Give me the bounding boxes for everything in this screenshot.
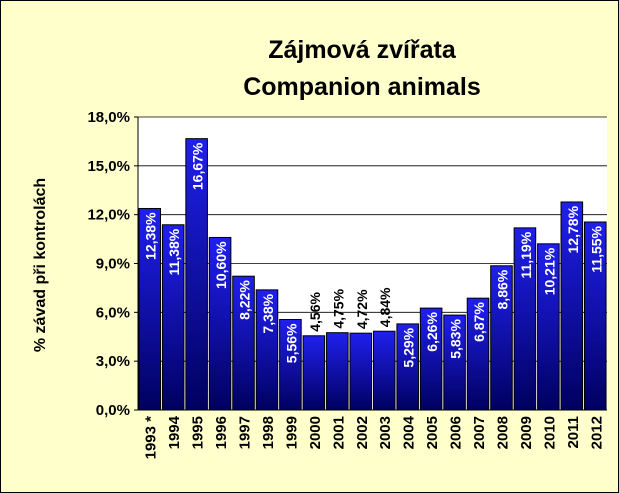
- x-tick-label: 1997: [237, 416, 254, 449]
- x-tick-label: 1995: [190, 416, 207, 449]
- x-tick-label: 2006: [448, 416, 465, 449]
- bar: [349, 332, 373, 411]
- data-label: 4,72%: [354, 289, 370, 329]
- y-tick-label: 12,0%: [87, 207, 130, 224]
- x-tick-label: 1996: [213, 416, 230, 449]
- data-label: 7,38%: [260, 293, 276, 333]
- bar: [326, 332, 349, 411]
- y-tick-label: 3,0%: [96, 353, 130, 370]
- x-tick-label: 2007: [471, 416, 488, 449]
- data-label: 12,78%: [565, 205, 581, 253]
- x-tick-label: 2012: [588, 416, 605, 449]
- data-label: 6,87%: [471, 302, 487, 342]
- data-label: 8,22%: [237, 280, 253, 320]
- data-label: 5,56%: [283, 323, 299, 363]
- bar: [372, 330, 396, 411]
- data-label: 4,84%: [377, 287, 393, 327]
- data-label: 16,67%: [190, 142, 206, 190]
- y-tick-label: 0,0%: [96, 402, 130, 419]
- x-tick-label: 2004: [401, 415, 418, 449]
- data-label: 5,83%: [448, 319, 464, 359]
- x-tick-label: 2003: [377, 416, 394, 449]
- x-tick-label: 2005: [424, 416, 441, 449]
- bar: [302, 335, 326, 411]
- x-tick-label: 1999: [283, 416, 300, 449]
- data-label: 6,26%: [424, 312, 440, 352]
- x-tick-label: 2000: [307, 416, 324, 449]
- y-tick-label: 9,0%: [96, 256, 130, 273]
- x-tick-label: 2010: [541, 416, 558, 449]
- data-label: 8,86%: [494, 269, 510, 309]
- y-tick-label: 18,0%: [87, 109, 130, 126]
- x-tick-label: 2009: [518, 416, 535, 449]
- data-label: 5,29%: [401, 327, 417, 367]
- chart-title: Zájmová zvířata: [268, 36, 457, 64]
- x-tick-label: 2002: [354, 416, 371, 449]
- y-tick-label: 15,0%: [87, 158, 130, 175]
- x-tick-label: 1998: [260, 416, 277, 449]
- y-axis-label: % závad při kontrolách: [32, 178, 49, 352]
- data-label: 4,75%: [330, 288, 346, 328]
- data-label: 12,38%: [143, 212, 159, 260]
- x-tick-label: 1994: [166, 415, 183, 449]
- data-label: 10,21%: [541, 247, 557, 295]
- data-label: 4,56%: [307, 292, 323, 332]
- x-tick-label: 1993 *: [143, 416, 160, 460]
- y-tick-label: 6,0%: [96, 304, 130, 321]
- data-label: 10,60%: [213, 241, 229, 289]
- data-label: 11,19%: [518, 231, 534, 278]
- x-tick-label: 2008: [494, 416, 511, 449]
- data-label: 11,38%: [166, 228, 182, 275]
- x-tick-label: 2001: [330, 416, 347, 449]
- x-tick-label: 2011: [565, 416, 582, 449]
- chart-title: Companion animals: [243, 73, 481, 101]
- data-label: 11,55%: [588, 225, 604, 272]
